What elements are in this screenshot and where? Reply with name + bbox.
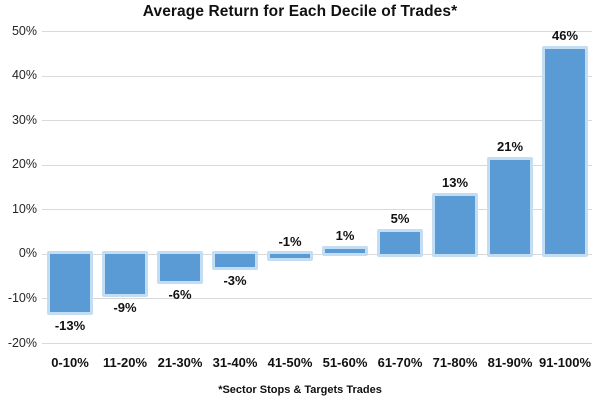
data-label: 5% — [390, 211, 410, 226]
x-tick-label: 61-70% — [377, 355, 423, 370]
bar — [212, 251, 258, 270]
y-tick-label: 20% — [11, 157, 37, 171]
y-tick-label: 0% — [18, 246, 37, 260]
data-label: -1% — [278, 234, 302, 249]
data-label: 13% — [441, 175, 469, 190]
gridline — [42, 76, 592, 77]
data-label: -9% — [113, 300, 137, 315]
gridline — [42, 254, 592, 255]
y-tick-label: 10% — [11, 202, 37, 216]
x-tick-label: 41-50% — [267, 355, 313, 370]
bar — [377, 229, 423, 257]
data-label: -13% — [54, 318, 86, 333]
bar — [487, 157, 533, 257]
chart-footnote: *Sector Stops & Targets Trades — [218, 384, 382, 396]
data-label: 1% — [335, 228, 355, 243]
y-tick-label: 40% — [11, 68, 37, 82]
gridline — [42, 209, 592, 210]
bar — [267, 251, 313, 261]
x-tick-label: 51-60% — [322, 355, 368, 370]
gridline — [42, 343, 592, 344]
bar — [542, 46, 588, 257]
data-label: -3% — [223, 273, 247, 288]
gridline — [42, 298, 592, 299]
data-label: -6% — [168, 287, 192, 302]
bar — [102, 251, 148, 297]
gridline — [42, 31, 592, 32]
gridline — [42, 120, 592, 121]
bar — [157, 251, 203, 284]
y-tick-label: 50% — [11, 24, 37, 38]
y-tick-label: -10% — [7, 291, 37, 305]
data-label: 46% — [551, 28, 579, 43]
x-tick-label: 31-40% — [212, 355, 258, 370]
x-tick-label: 91-100% — [538, 355, 592, 370]
y-tick-label: 30% — [11, 113, 37, 127]
bar — [322, 246, 368, 256]
x-tick-label: 0-10% — [51, 355, 89, 370]
bar — [432, 193, 478, 257]
x-tick-label: 81-90% — [487, 355, 533, 370]
bar — [47, 251, 93, 315]
x-tick-label: 21-30% — [157, 355, 203, 370]
data-label: 21% — [496, 139, 524, 154]
x-tick-label: 11-20% — [102, 355, 148, 370]
x-tick-label: 71-80% — [432, 355, 478, 370]
y-tick-label: -20% — [7, 336, 37, 350]
chart-title: Average Return for Each Decile of Trades… — [142, 3, 458, 20]
gridline — [42, 165, 592, 166]
